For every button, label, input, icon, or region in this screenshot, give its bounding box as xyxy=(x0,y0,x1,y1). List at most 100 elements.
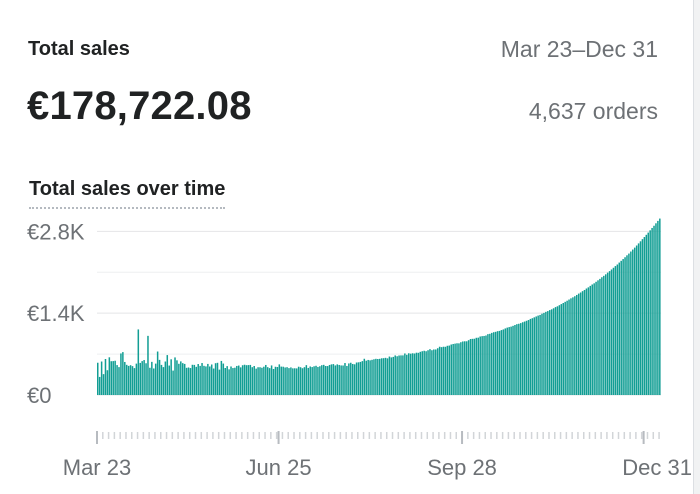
bar[interactable] xyxy=(585,288,588,395)
bar[interactable] xyxy=(174,357,176,395)
bar[interactable] xyxy=(195,366,198,395)
bar[interactable] xyxy=(228,369,230,395)
bar[interactable] xyxy=(114,360,116,395)
bar[interactable] xyxy=(521,322,524,395)
bar[interactable] xyxy=(135,363,138,395)
bar[interactable] xyxy=(628,253,630,395)
bar[interactable] xyxy=(491,332,493,395)
bar[interactable] xyxy=(489,333,491,395)
bar[interactable] xyxy=(149,367,151,395)
bar[interactable] xyxy=(632,249,634,395)
bar[interactable] xyxy=(253,366,255,395)
bar[interactable] xyxy=(435,349,437,395)
bar[interactable] xyxy=(129,365,132,395)
bar[interactable] xyxy=(199,365,201,395)
bar[interactable] xyxy=(353,364,356,395)
bar[interactable] xyxy=(653,225,655,395)
bar[interactable] xyxy=(520,323,522,395)
bar[interactable] xyxy=(651,227,653,395)
bar[interactable] xyxy=(299,367,302,395)
bar[interactable] xyxy=(241,365,244,395)
bar[interactable] xyxy=(359,361,362,395)
bar[interactable] xyxy=(429,349,431,395)
bar[interactable] xyxy=(247,365,250,395)
bar[interactable] xyxy=(643,237,646,395)
bar[interactable] xyxy=(290,367,292,395)
bar[interactable] xyxy=(568,299,570,395)
bar[interactable] xyxy=(297,366,300,395)
bar[interactable] xyxy=(371,359,373,395)
bar[interactable] xyxy=(645,234,648,395)
bar[interactable] xyxy=(649,230,651,395)
chart-title[interactable]: Total sales over time xyxy=(29,178,226,209)
bar[interactable] xyxy=(518,323,520,395)
bar[interactable] xyxy=(479,336,481,396)
bar[interactable] xyxy=(564,301,566,395)
bar[interactable] xyxy=(402,355,404,395)
bar[interactable] xyxy=(178,363,180,395)
bar[interactable] xyxy=(156,351,159,395)
bar[interactable] xyxy=(655,223,657,395)
bar[interactable] xyxy=(610,269,613,395)
bar[interactable] xyxy=(558,305,561,395)
bar[interactable] xyxy=(328,364,331,395)
bar[interactable] xyxy=(433,349,435,395)
bar[interactable] xyxy=(450,344,452,395)
bar[interactable] xyxy=(313,366,315,395)
bar[interactable] xyxy=(514,324,516,395)
bar[interactable] xyxy=(268,368,271,395)
bar[interactable] xyxy=(541,313,543,395)
bar[interactable] xyxy=(127,365,130,395)
bar[interactable] xyxy=(118,367,120,395)
bar[interactable] xyxy=(145,363,147,395)
bar[interactable] xyxy=(508,327,510,395)
bar[interactable] xyxy=(583,289,586,395)
bar[interactable] xyxy=(481,336,483,395)
bar[interactable] xyxy=(181,363,184,395)
bar[interactable] xyxy=(108,357,111,395)
bar[interactable] xyxy=(158,359,161,395)
bar[interactable] xyxy=(357,362,360,395)
bar[interactable] xyxy=(203,365,205,395)
bar[interactable] xyxy=(647,232,649,395)
bar[interactable] xyxy=(176,360,178,395)
bar[interactable] xyxy=(282,366,284,395)
bar[interactable] xyxy=(209,366,211,395)
bar[interactable] xyxy=(589,285,592,395)
bar[interactable] xyxy=(562,303,564,395)
bar[interactable] xyxy=(523,321,526,395)
bar[interactable] xyxy=(601,277,603,395)
bar[interactable] xyxy=(421,351,423,395)
bar[interactable] xyxy=(324,366,327,395)
bar[interactable] xyxy=(440,347,443,395)
bar[interactable] xyxy=(276,367,279,395)
bar[interactable] xyxy=(550,309,553,395)
bar[interactable] xyxy=(189,368,192,395)
bar[interactable] xyxy=(436,348,439,395)
bar[interactable] xyxy=(294,368,296,395)
bar[interactable] xyxy=(463,341,466,395)
bar[interactable] xyxy=(305,365,308,395)
bar[interactable] xyxy=(560,304,563,395)
bar[interactable] xyxy=(380,358,383,395)
bar[interactable] xyxy=(446,345,449,395)
bar[interactable] xyxy=(604,274,607,395)
bar[interactable] xyxy=(467,340,470,395)
bar[interactable] xyxy=(454,343,456,395)
bar[interactable] xyxy=(303,367,306,395)
bar[interactable] xyxy=(251,367,254,395)
bar[interactable] xyxy=(483,335,485,395)
bar[interactable] xyxy=(404,353,406,395)
bar[interactable] xyxy=(547,311,549,395)
bar[interactable] xyxy=(626,255,628,395)
bar[interactable] xyxy=(236,365,238,395)
bar[interactable] xyxy=(164,361,167,395)
bar[interactable] xyxy=(477,337,480,395)
bar[interactable] xyxy=(272,368,275,395)
bar[interactable] xyxy=(120,353,122,395)
bar[interactable] xyxy=(259,367,261,395)
bar[interactable] xyxy=(154,363,157,395)
bar[interactable] xyxy=(545,311,547,395)
bar[interactable] xyxy=(125,364,128,395)
bar[interactable] xyxy=(166,355,169,395)
